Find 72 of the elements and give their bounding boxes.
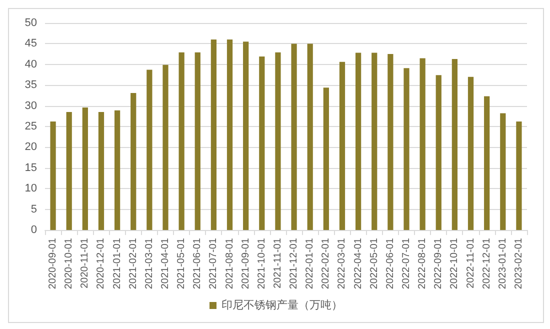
y-tick-label: 0: [30, 224, 37, 236]
x-tick-label: 2021-07-01: [208, 238, 220, 290]
y-tick-label: 10: [24, 182, 37, 195]
x-tick-label: 2021-08-01: [224, 238, 236, 290]
y-tick-label: 15: [24, 162, 37, 174]
bar: [436, 75, 442, 230]
y-tick-label: 20: [24, 141, 37, 154]
bar: [178, 52, 184, 230]
bar: [372, 52, 378, 230]
x-tick-label: 2021-05-01: [176, 238, 188, 290]
x-tick-label: 2022-12-01: [481, 238, 492, 290]
bar: [500, 113, 506, 230]
y-tick-label: 40: [24, 58, 37, 70]
x-tick-label: 2022-07-01: [401, 238, 412, 290]
bar: [66, 112, 72, 230]
x-tick-label: 2021-11-01: [272, 238, 284, 288]
bar: [355, 52, 362, 230]
bar: [420, 58, 426, 230]
bar: [404, 68, 410, 230]
bar: [130, 92, 136, 230]
y-tick-label: 30: [24, 100, 37, 112]
bar: [82, 107, 88, 230]
legend-label: 印尼不锈钢产量（万吨）: [222, 298, 342, 312]
y-tick-label: 50: [24, 17, 37, 29]
x-tick-label: 2022-01-01: [304, 238, 316, 290]
x-tick-label: 2023-01-01: [497, 238, 508, 290]
x-tick-label: 2021-04-01: [160, 238, 171, 290]
y-tick-label: 5: [30, 203, 37, 216]
x-tick-label: 2022-06-01: [384, 238, 396, 290]
x-tick-label: 2022-09-01: [433, 238, 444, 290]
bar: [291, 44, 297, 230]
x-tick-label: 2022-02-01: [320, 238, 332, 290]
x-tick-label: 2021-10-01: [256, 238, 268, 290]
bar: [484, 96, 490, 230]
x-tick-label: 2021-09-01: [240, 238, 252, 290]
x-tick-label: 2021-06-01: [192, 238, 204, 290]
bar: [226, 40, 233, 230]
y-tick-label: 45: [24, 38, 37, 50]
x-tick-label: 2020-12-01: [96, 238, 107, 290]
x-tick-label: 2022-10-01: [449, 238, 460, 290]
bar: [468, 76, 474, 230]
y-tick-label: 25: [24, 120, 37, 132]
x-tick-label: 2021-03-01: [144, 238, 155, 290]
x-tick-label: 2021-02-01: [128, 238, 139, 290]
bar: [259, 56, 265, 230]
x-tick-label: 2022-04-01: [352, 238, 364, 290]
bar: [98, 112, 104, 230]
x-tick-label: 2020-09-01: [48, 238, 59, 290]
x-tick-label: 2023-02-01: [513, 238, 524, 290]
bar: [339, 62, 346, 230]
bar: [243, 42, 249, 230]
x-tick-label: 2022-05-01: [368, 238, 380, 290]
x-tick-label: 2021-01-01: [112, 238, 123, 290]
bar: [452, 59, 458, 230]
bar: [388, 54, 394, 230]
bar: [210, 40, 217, 230]
x-tick-label: 2021-12-01: [288, 238, 300, 290]
bar: [323, 88, 329, 230]
bar: [146, 70, 152, 230]
bar: [307, 44, 313, 230]
x-tick-label: 2022-08-01: [417, 238, 428, 290]
x-tick-label: 2020-10-01: [64, 238, 75, 290]
x-tick-label: 2020-11-01: [80, 238, 91, 288]
x-tick-label: 2022-11-01: [465, 238, 476, 288]
bar: [516, 122, 522, 230]
bar: [114, 110, 120, 230]
bar: [194, 52, 200, 230]
y-tick-label: 35: [24, 79, 37, 92]
bar: [50, 122, 56, 230]
bar: [162, 64, 168, 230]
x-tick-label: 2022-03-01: [336, 238, 348, 290]
bar: [275, 52, 281, 230]
